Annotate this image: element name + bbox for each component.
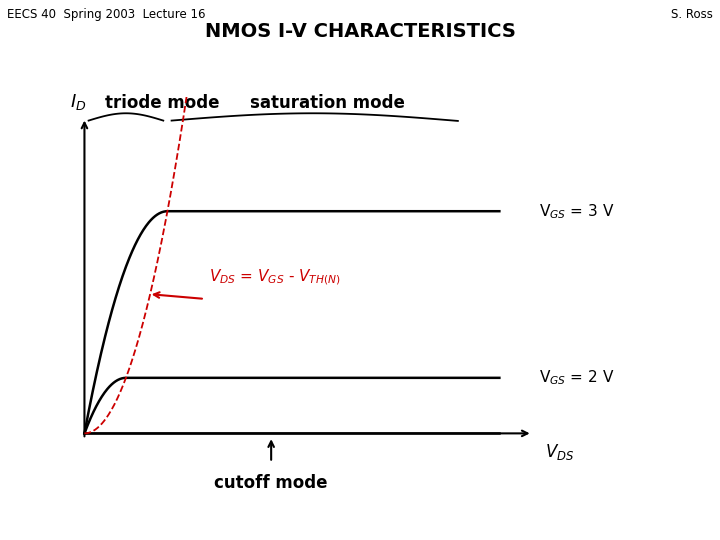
Text: V$_{GS}$ = 2 V: V$_{GS}$ = 2 V: [539, 368, 614, 387]
Text: saturation mode: saturation mode: [251, 94, 405, 112]
Text: $I_D$: $I_D$: [70, 92, 86, 112]
Text: NMOS I-V CHARACTERISTICS: NMOS I-V CHARACTERISTICS: [204, 22, 516, 40]
Text: $V_{DS}$: $V_{DS}$: [545, 442, 575, 462]
Text: cutoff mode: cutoff mode: [215, 474, 328, 492]
Text: V$_{GS}$ = 3 V: V$_{GS}$ = 3 V: [539, 202, 614, 220]
Text: triode mode: triode mode: [105, 94, 220, 112]
Text: $V_{DS}$ = $V_{GS}$ - $V_{TH(N)}$: $V_{DS}$ = $V_{GS}$ - $V_{TH(N)}$: [209, 268, 341, 287]
Text: S. Ross: S. Ross: [671, 8, 713, 21]
Text: EECS 40  Spring 2003  Lecture 16: EECS 40 Spring 2003 Lecture 16: [7, 8, 206, 21]
